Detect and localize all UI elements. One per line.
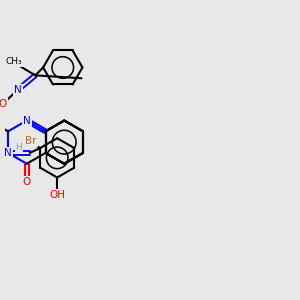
Text: N: N	[4, 148, 12, 158]
Text: O: O	[0, 99, 7, 109]
Text: OH: OH	[49, 190, 65, 200]
Text: Br: Br	[26, 136, 37, 146]
Text: O: O	[23, 177, 31, 188]
Text: H: H	[16, 142, 22, 152]
Text: CH₃: CH₃	[5, 57, 22, 66]
Text: N: N	[23, 116, 31, 125]
Text: N: N	[14, 85, 22, 95]
